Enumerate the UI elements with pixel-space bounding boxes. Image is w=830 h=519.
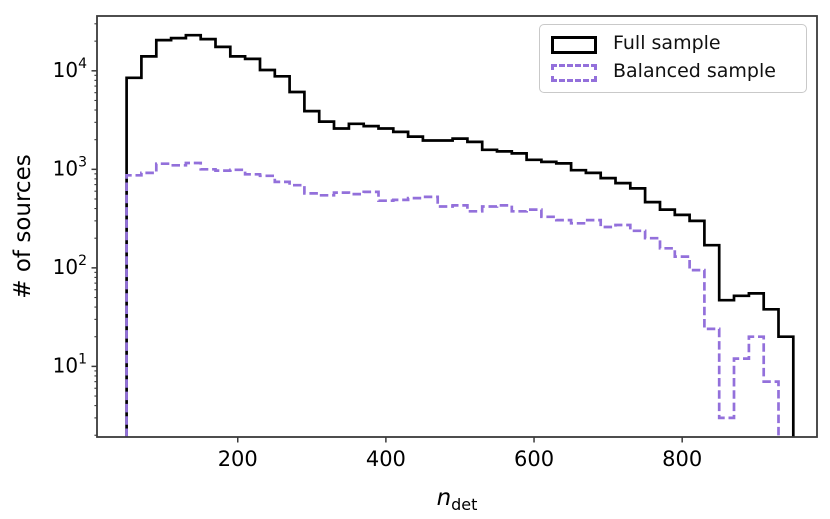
- full-sample-line-swatch: [551, 35, 597, 54]
- x-axis-label: ndet: [437, 485, 478, 514]
- y-tick-label: 102: [53, 253, 87, 279]
- balanced-sample-step-line: [125, 161, 780, 437]
- legend: Full sample Balanced sample: [539, 24, 807, 93]
- axes-spines: [96, 15, 818, 438]
- x-tick-label: 200: [218, 447, 258, 471]
- full-sample-label: Full sample: [613, 32, 721, 54]
- balanced-sample-label: Balanced sample: [613, 60, 776, 82]
- legend-item-balanced-sample: Balanced sample: [551, 62, 806, 83]
- y-axis-label: # of sources: [10, 154, 36, 298]
- balanced-sample-line-swatch: [551, 63, 597, 82]
- x-tick-label: 400: [366, 447, 406, 471]
- x-tick-label: 600: [514, 447, 554, 471]
- y-tick-label: 103: [53, 154, 87, 180]
- legend-item-full-sample: Full sample: [551, 34, 806, 55]
- full-sample-step-line: [125, 33, 795, 437]
- y-tick-label: 101: [53, 351, 87, 377]
- x-tick-label: 800: [662, 447, 702, 471]
- y-tick-label: 104: [53, 56, 87, 82]
